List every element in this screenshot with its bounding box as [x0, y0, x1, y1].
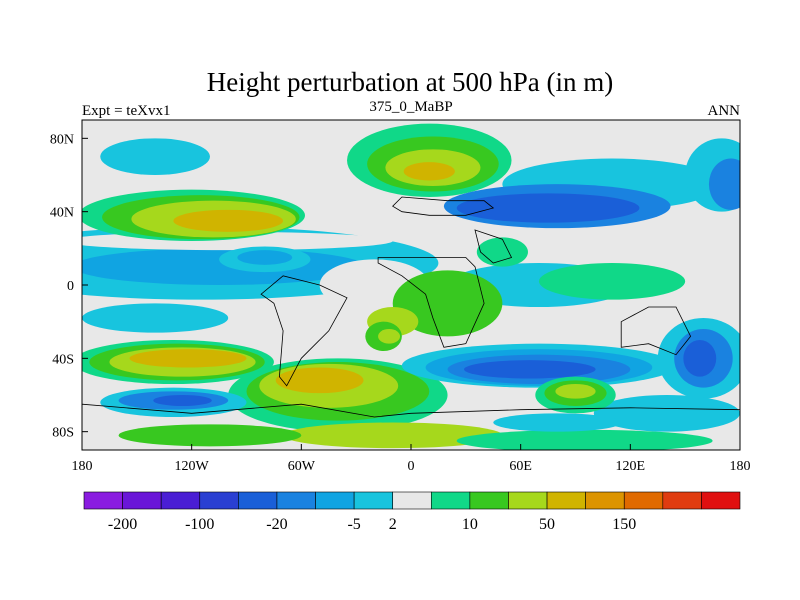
field-region-40	[118, 424, 302, 447]
colorbar-label: 10	[462, 516, 478, 533]
colorbar-box	[546, 491, 586, 510]
colorbar-box	[430, 491, 471, 510]
y-tick-label: 80S	[52, 426, 74, 441]
coastline-2	[377, 257, 485, 348]
colorbar-box	[508, 491, 548, 510]
colorbar-label: 150	[612, 516, 636, 533]
colorbar-box	[623, 491, 664, 510]
coastline-5	[620, 306, 692, 356]
coastline-4	[260, 275, 348, 387]
field-region-13	[283, 120, 357, 150]
colorbar-box	[662, 491, 702, 510]
x-tick-label: 180	[72, 459, 93, 474]
field-region-57	[456, 429, 713, 450]
field-region-47	[464, 360, 596, 379]
colorbar-box	[701, 491, 741, 510]
field-region-9	[392, 270, 503, 337]
right-string: ANN	[708, 103, 741, 119]
contour-field	[82, 120, 740, 450]
colorbar-box	[353, 491, 394, 510]
center-string: 375_0_MaBP	[369, 99, 452, 115]
colorbar-box	[83, 491, 123, 510]
continent-outlines	[82, 196, 740, 450]
y-tick-label: 0	[67, 279, 74, 294]
field-region-51	[593, 395, 740, 432]
colorbar-label: 50	[539, 516, 555, 533]
colorbar-box	[315, 491, 355, 510]
field-region-30	[476, 237, 528, 267]
x-tick-label: 0	[408, 459, 415, 474]
x-tick-label: 120E	[616, 459, 646, 474]
x-tick-label: 120W	[175, 459, 210, 474]
x-tick-label: 180	[730, 459, 751, 474]
colorbar-box	[276, 491, 316, 510]
coastline-1	[392, 196, 495, 216]
coastline-6	[82, 403, 740, 450]
coastline-3	[474, 229, 513, 264]
colorbar: -200 -100 -20 -5 2 10 50 150	[83, 491, 741, 533]
field-region-43	[153, 395, 212, 406]
field-region-56	[378, 329, 401, 344]
colorbar-box	[392, 491, 432, 510]
field-region-50	[683, 340, 717, 377]
field-region-58	[493, 413, 622, 432]
colorbar-label: -5	[347, 516, 360, 533]
field-region-38	[275, 367, 364, 394]
colorbar-box	[160, 491, 201, 510]
colorbar-label: -200	[108, 516, 137, 533]
colorbar-label: -20	[266, 516, 287, 533]
field-region-12	[100, 138, 210, 176]
chart-title: Height perturbation at 500 hPa (in m)	[207, 67, 613, 97]
field-region-17	[173, 209, 284, 232]
y-tick-label: 40S	[52, 352, 74, 367]
x-tick-label: 60E	[509, 459, 532, 474]
colorbar-box	[122, 491, 162, 510]
field-region-21	[403, 162, 455, 181]
field-region-34	[129, 349, 247, 368]
y-tick-label: 80N	[50, 132, 74, 147]
left-string: Expt = teXvx1	[82, 103, 170, 119]
field-region-54	[555, 384, 596, 399]
colorbar-box	[469, 491, 509, 510]
field-region-26	[708, 158, 740, 210]
field-region-29	[237, 250, 293, 265]
colorbar-box	[585, 491, 625, 510]
y-axis: 80N 40N 0 40S 80S	[50, 132, 88, 441]
field-region-27	[82, 303, 229, 333]
x-tick-label: 60W	[288, 459, 316, 474]
y-tick-label: 40N	[50, 206, 74, 221]
colorbar-box	[238, 491, 278, 510]
field-region-8	[538, 263, 686, 300]
colorbar-label: -100	[185, 516, 214, 533]
colorbar-box	[199, 491, 239, 510]
field-region-39	[283, 422, 503, 449]
field-region-24	[456, 193, 640, 223]
colorbar-label: 2	[389, 516, 397, 533]
field-region-4	[557, 310, 704, 341]
x-axis: 180 120W 60W 0 60E 120E 180	[72, 444, 751, 474]
